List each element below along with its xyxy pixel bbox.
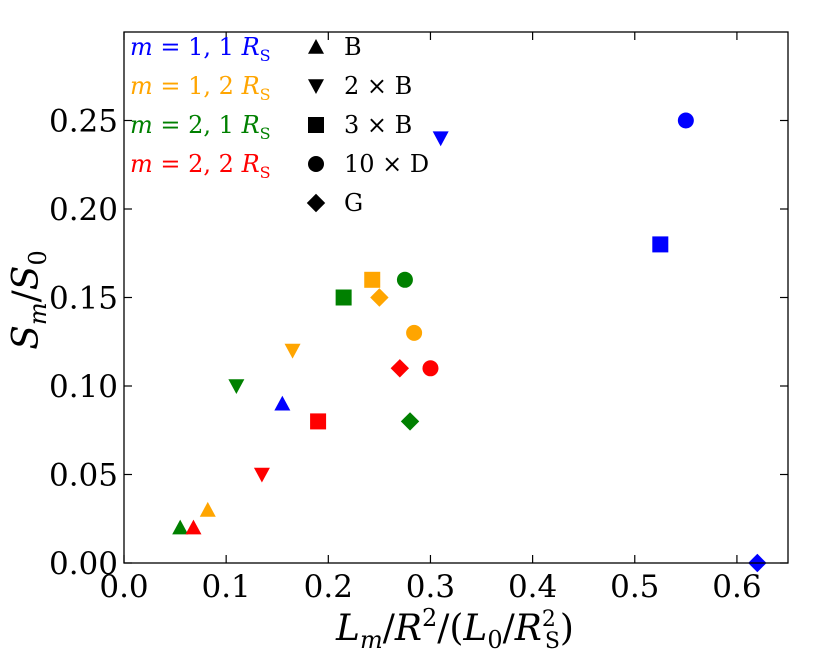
data-point-triangle-up	[199, 501, 216, 517]
data-point-circle	[677, 112, 694, 129]
legend-marker-triangle-up	[308, 39, 324, 54]
y-tick-label: 0.00	[49, 546, 118, 582]
svg-text:Lm/R2/(L0/R2S): Lm/R2/(L0/R2 S)	[335, 604, 574, 654]
data-point-square	[335, 289, 352, 306]
data-point-triangle-down	[284, 343, 301, 359]
data-point-square	[310, 413, 327, 430]
y-tick-label: 0.15	[49, 281, 118, 317]
data-point-triangle-up	[185, 519, 202, 535]
x-tick-label: 0.1	[201, 569, 250, 605]
marker-legend-label: 3 × B	[344, 111, 412, 139]
x-tick-label: 0.6	[712, 569, 761, 605]
data-point-circle	[396, 271, 413, 288]
legend-marker-diamond	[306, 193, 326, 213]
y-tick-label: 0.05	[49, 458, 118, 494]
x-tick-label: 0.4	[508, 569, 557, 605]
svg-text:Sm/S0: Sm/S0	[6, 250, 52, 350]
x-tick-label: 0.5	[610, 569, 659, 605]
marker-legend-label: 2 × B	[344, 72, 412, 100]
y-tick-label: 0.10	[49, 369, 118, 405]
marker-legend-label: 10 × D	[344, 150, 429, 178]
data-point-diamond	[400, 412, 420, 431]
data-point-circle	[422, 360, 439, 377]
color-legend-entry: m = 2, 1 RS	[130, 111, 271, 143]
color-legend-entry: m = 1, 2 RS	[130, 72, 271, 104]
y-tick-label: 0.25	[49, 104, 118, 140]
x-tick-label: 0.3	[406, 569, 455, 605]
color-legend-entry: m = 2, 2 RS	[130, 150, 271, 182]
x-tick-label: 0.2	[304, 569, 353, 605]
data-point-triangle-down	[228, 379, 245, 394]
data-point-diamond	[390, 359, 410, 378]
ylabel-s-m: S	[6, 325, 47, 350]
marker-legend-label: B	[344, 33, 362, 61]
data-points	[172, 112, 767, 573]
data-point-square	[652, 236, 669, 253]
data-point-square	[364, 271, 381, 288]
y-tick-label: 0.20	[49, 192, 118, 228]
plot-frame	[123, 31, 789, 564]
color-legend-entry: m = 1, 1 RS	[130, 33, 271, 65]
y-axis-label: Sm/S0	[6, 250, 52, 350]
ticks-layer: 0.0 0.1 0.2 0.3 0.4 0.5 0.6 0.00 0.05 0.10 0.15 0.2…	[49, 32, 788, 605]
x-axis-label: Lm/R2/(L0/R2 S)	[335, 604, 574, 654]
marker-legend-label: G	[344, 189, 363, 217]
data-point-triangle-down	[253, 467, 270, 483]
legend-marker-triangle-down	[308, 79, 324, 94]
x-tick-label: 0.0	[99, 569, 148, 605]
data-point-diamond	[370, 288, 389, 307]
data-point-triangle-up	[172, 519, 189, 535]
legend-marker-square	[308, 117, 324, 133]
data-point-triangle-up	[274, 395, 291, 411]
legend: m = 1, 1 RS m = 1, 2 RS m = 2, 1 RS m = 2, …	[130, 33, 429, 217]
data-point-circle	[406, 324, 423, 341]
legend-marker-circle	[308, 156, 324, 172]
data-point-triangle-down	[432, 131, 449, 147]
